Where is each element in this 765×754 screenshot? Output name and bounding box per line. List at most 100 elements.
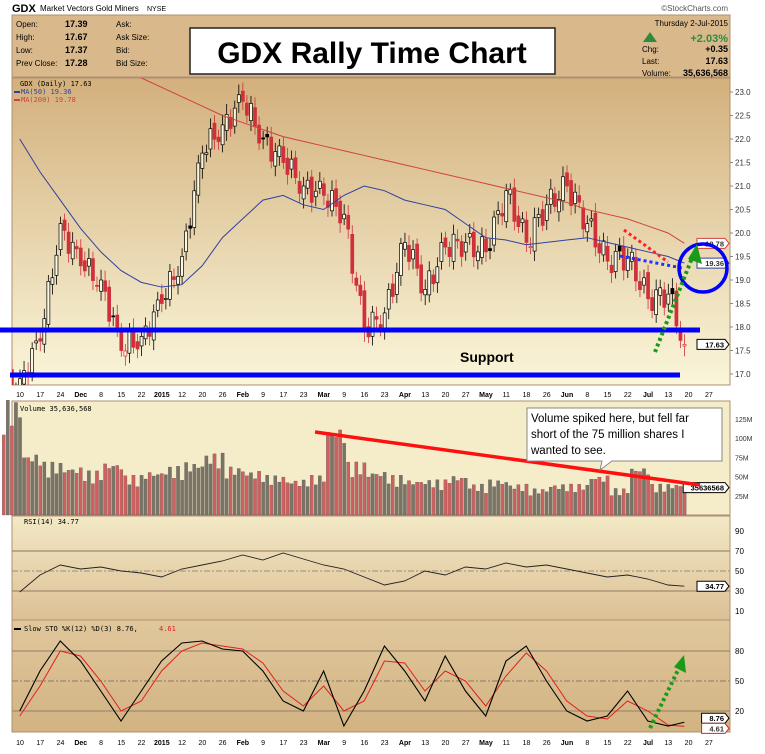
volume-bar bbox=[577, 484, 581, 516]
candle-body bbox=[581, 207, 586, 230]
volume-bar bbox=[528, 495, 533, 516]
volume-bar bbox=[305, 486, 310, 516]
volume-bar bbox=[111, 466, 115, 516]
candle-body bbox=[415, 243, 419, 269]
candle-body bbox=[338, 200, 342, 224]
price-tick-label: 22.5 bbox=[735, 112, 751, 121]
rsi-last-tag: 34.77 bbox=[705, 582, 724, 591]
info-value-2: 17.37 bbox=[65, 45, 88, 55]
volume-bar bbox=[423, 484, 427, 516]
volume-bar bbox=[540, 489, 545, 516]
sto-tick-label: 20 bbox=[735, 707, 744, 716]
volume-bar bbox=[297, 486, 302, 516]
candle-body bbox=[463, 242, 468, 253]
info-right-value-2: 35,636,568 bbox=[683, 68, 728, 78]
volume-bar bbox=[216, 468, 221, 516]
rally-arrow-line bbox=[653, 257, 694, 353]
volume-bar bbox=[435, 479, 440, 516]
volume-bar bbox=[638, 471, 642, 516]
legend-ma50: MA(50) 19.36 bbox=[21, 88, 72, 96]
volume-bar bbox=[439, 490, 444, 516]
date-tick-label: 10 bbox=[16, 740, 24, 747]
date-tick-label: 20 bbox=[198, 392, 206, 399]
date-tick-label: 24 bbox=[57, 392, 65, 399]
volume-bar bbox=[318, 475, 322, 516]
volume-bar bbox=[160, 473, 164, 516]
candle-body bbox=[277, 145, 282, 157]
sto-k-last-tag: 8.76 bbox=[709, 714, 724, 723]
volume-bar bbox=[212, 453, 217, 516]
info-left: Open: 17.39 High: 17.67 Low: 17.37 Prev Close:… bbox=[16, 19, 149, 68]
date-tick-label: 20 bbox=[685, 392, 693, 399]
volume-bar bbox=[472, 484, 476, 516]
candle-body bbox=[95, 284, 99, 287]
volume-bar bbox=[415, 482, 419, 516]
volume-bar bbox=[678, 486, 683, 516]
ma50-last-tag: 19.36 bbox=[705, 259, 724, 268]
candle-body bbox=[151, 311, 156, 341]
candle-body bbox=[362, 290, 367, 333]
volume-bar bbox=[621, 488, 626, 516]
volume-bar bbox=[484, 493, 488, 516]
candle-body bbox=[512, 187, 517, 222]
candle-body bbox=[127, 331, 132, 354]
volume-bar bbox=[164, 474, 168, 516]
candle-body bbox=[168, 271, 172, 300]
rsi-tick-label: 70 bbox=[735, 547, 744, 556]
volume-bar bbox=[156, 474, 160, 516]
volume-bar bbox=[289, 483, 294, 516]
candle-body bbox=[496, 210, 500, 215]
date-tick-label: 8 bbox=[99, 392, 103, 399]
date-tick-label: 2015 bbox=[154, 740, 170, 747]
volume-bar bbox=[407, 480, 411, 516]
sto-d-last-tag-box bbox=[701, 722, 730, 734]
volume-bar bbox=[115, 465, 119, 516]
volume-bar bbox=[233, 474, 237, 516]
candle-body bbox=[212, 122, 217, 140]
candle-body bbox=[431, 274, 436, 285]
candle-body bbox=[326, 200, 330, 208]
date-tick-label: 23 bbox=[300, 392, 308, 399]
candle-body bbox=[646, 272, 650, 300]
candle-body bbox=[119, 330, 124, 351]
volume-bar bbox=[253, 478, 257, 516]
info-value-3: 17.28 bbox=[65, 58, 88, 68]
volume-bar bbox=[362, 462, 367, 516]
candle-body bbox=[196, 162, 201, 196]
volume-bar bbox=[200, 466, 205, 516]
info-value-1: 17.67 bbox=[65, 32, 88, 42]
price-tick-label: 23.0 bbox=[735, 88, 751, 97]
price-tick-label: 20.0 bbox=[735, 229, 751, 238]
candle-body bbox=[621, 246, 626, 271]
candle-body bbox=[245, 102, 249, 116]
volume-bar bbox=[476, 490, 480, 516]
security-name: Market Vectors Gold Miners bbox=[40, 4, 139, 13]
candle-body bbox=[192, 190, 197, 228]
candle-body bbox=[451, 233, 456, 262]
date-tick-label: 9 bbox=[342, 740, 346, 747]
volume-bar bbox=[617, 495, 622, 516]
volume-bar bbox=[14, 402, 18, 516]
symbol: GDX bbox=[12, 3, 37, 15]
volume-bar bbox=[447, 483, 452, 516]
volume-bar bbox=[95, 470, 99, 516]
crossover-circle bbox=[677, 242, 729, 294]
candle-body bbox=[159, 294, 164, 304]
date-tick-label: 22 bbox=[138, 392, 146, 399]
volume-bar bbox=[83, 481, 87, 516]
candle-body bbox=[176, 275, 180, 285]
volume-bar bbox=[650, 484, 654, 516]
candle-body bbox=[488, 248, 492, 251]
candle-body bbox=[2, 388, 5, 390]
candle-body bbox=[666, 293, 671, 305]
volume-bar bbox=[50, 461, 55, 516]
candle-body bbox=[204, 152, 209, 155]
candle-body bbox=[597, 243, 602, 254]
volume-bar bbox=[451, 476, 456, 516]
volume-bar bbox=[634, 470, 638, 516]
candle-body bbox=[99, 279, 103, 292]
candle-body bbox=[253, 107, 257, 127]
candle-body bbox=[532, 217, 537, 252]
candle-body bbox=[115, 314, 120, 328]
price-tick-label: 18.0 bbox=[735, 323, 751, 332]
